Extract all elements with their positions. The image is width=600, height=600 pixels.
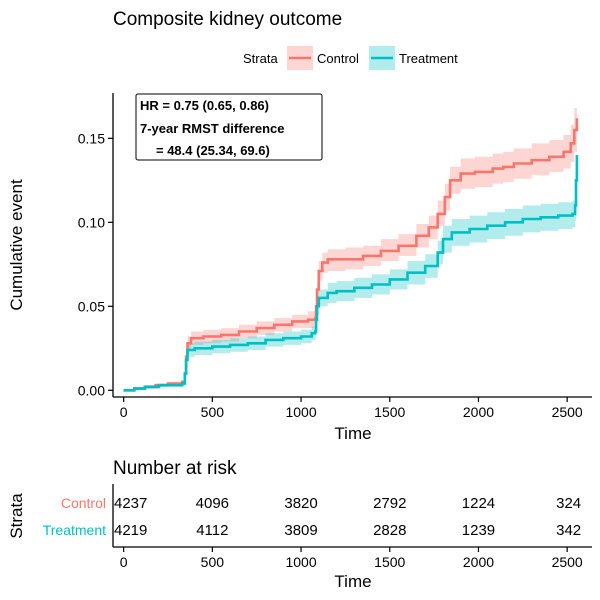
y-axis-ticks: 0.00 0.05 0.10 0.15 xyxy=(78,130,113,398)
risk-x-tick-label: 1000 xyxy=(285,554,316,570)
risk-x-tick-label: 0 xyxy=(120,554,128,570)
chart-title: Composite kidney outcome xyxy=(113,9,342,30)
x-tick-label: 500 xyxy=(201,404,225,420)
x-tick-label: 1000 xyxy=(285,404,316,420)
annotation-line-3: = 48.4 (25.34, 69.6) xyxy=(156,143,270,158)
curve-treatment xyxy=(123,155,579,392)
risk-row-label-treatment: Treatment xyxy=(43,522,106,538)
risk-cell-control: 4096 xyxy=(196,495,229,512)
x-tick-label: 0 xyxy=(120,404,128,420)
annotation-box xyxy=(135,93,323,161)
legend: Strata Control Treatment xyxy=(243,46,458,70)
risk-table-y-label: Strata xyxy=(7,493,26,539)
x-axis-label: Time xyxy=(334,424,371,443)
annotation-line-1: HR = 0.75 (0.65, 0.86) xyxy=(140,98,269,113)
risk-cell-treatment: 2828 xyxy=(373,522,406,539)
risk-x-tick-label: 1500 xyxy=(374,554,405,570)
legend-label-control: Control xyxy=(317,51,359,66)
risk-cell-control: 2792 xyxy=(373,495,406,512)
legend-label-treatment: Treatment xyxy=(399,51,458,66)
risk-cell-treatment: 342 xyxy=(556,522,581,539)
legend-key-treatment xyxy=(369,46,395,70)
annotation-line-2: 7-year RMST difference xyxy=(140,121,285,136)
y-tick-label: 0.10 xyxy=(78,214,105,230)
x-tick-label: 2000 xyxy=(463,404,494,420)
risk-cell-control: 4237 xyxy=(114,495,147,512)
risk-x-axis-label: Time xyxy=(334,572,371,591)
risk-x-tick-label: 500 xyxy=(201,554,225,570)
risk-cell-treatment: 4112 xyxy=(196,522,228,539)
risk-x-tick-label: 2500 xyxy=(552,554,583,570)
legend-title: Strata xyxy=(243,51,278,66)
risk-row-label-control: Control xyxy=(61,495,106,511)
legend-key-control xyxy=(287,46,313,70)
risk-cell-treatment: 4219 xyxy=(114,522,147,539)
y-axis-label: Cumulative event xyxy=(7,179,26,311)
hazard-ratio-annotation: HR = 0.75 (0.65, 0.86) 7-year RMST diffe… xyxy=(135,93,323,161)
y-tick-label: 0.15 xyxy=(78,130,105,146)
x-tick-label: 1500 xyxy=(374,404,405,420)
x-tick-label: 2500 xyxy=(552,404,583,420)
risk-cell-control: 324 xyxy=(556,495,581,512)
risk-table-title: Number at risk xyxy=(113,458,237,479)
survival-curves xyxy=(123,118,579,392)
risk-cell-control: 1224 xyxy=(462,495,495,512)
risk-table-rows: Control 4237 4096 3820 2792 1224 324 Treatment 4… xyxy=(43,495,581,539)
y-tick-label: 0.05 xyxy=(78,298,105,314)
risk-cell-control: 3820 xyxy=(284,495,317,512)
risk-x-tick-label: 2000 xyxy=(463,554,494,570)
risk-x-axis-ticks: 0 500 1000 1500 2000 2500 xyxy=(120,547,583,570)
y-tick-label: 0.00 xyxy=(78,382,105,398)
risk-cell-treatment: 1239 xyxy=(462,522,495,539)
risk-cell-treatment: 3809 xyxy=(284,522,317,539)
x-axis-ticks: 0 500 1000 1500 2000 2500 xyxy=(120,397,583,420)
confidence-band-control xyxy=(123,91,577,391)
confidence-bands xyxy=(123,91,577,391)
